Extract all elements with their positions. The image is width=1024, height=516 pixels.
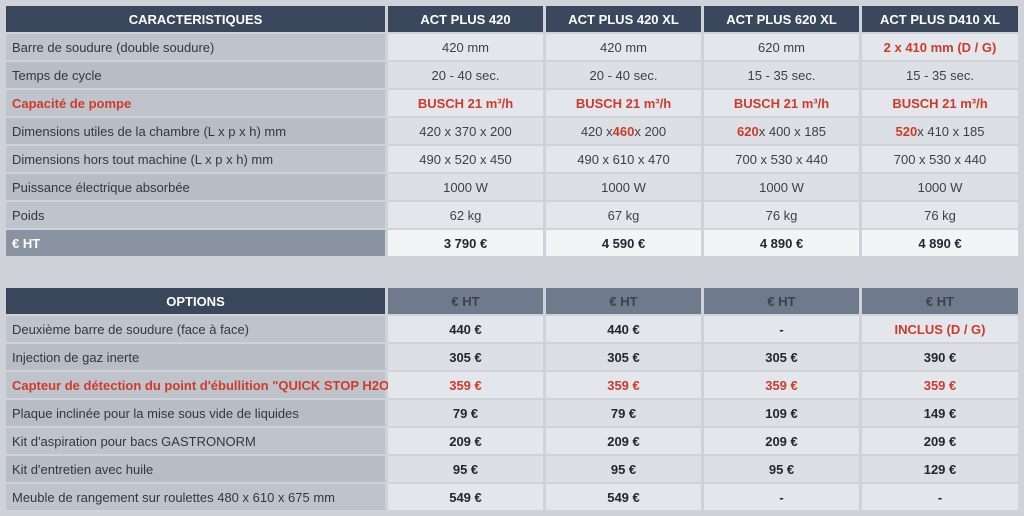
option-price: 129 € — [862, 456, 1018, 482]
option-price: 305 € — [704, 344, 859, 370]
specs-header-caracteristiques: CARACTERISTIQUES — [6, 6, 385, 32]
options-header-title: OPTIONS — [6, 288, 385, 314]
spec-value: 700 x 530 x 440 — [862, 146, 1018, 172]
option-label: Capteur de détection du point d'ébulliti… — [6, 372, 395, 398]
option-price: 95 € — [704, 456, 859, 482]
spec-value: 1000 W — [546, 174, 701, 200]
option-price: 359 € — [388, 372, 543, 398]
spec-value: 1000 W — [704, 174, 859, 200]
specifications-table: CARACTERISTIQUES ACT PLUS 420 ACT PLUS 4… — [6, 6, 1018, 258]
spec-value: BUSCH 21 m³/h — [388, 90, 543, 116]
option-price: 359 € — [546, 372, 701, 398]
option-price: 209 € — [704, 428, 859, 454]
option-label: Kit d'aspiration pour bacs GASTRONORM — [6, 428, 385, 454]
options-header-price: € HT — [546, 288, 701, 314]
spec-value: 76 kg — [862, 202, 1018, 228]
spec-label: Capacité de pompe — [6, 90, 385, 116]
option-price: - — [862, 484, 1018, 510]
spec-label: Poids — [6, 202, 385, 228]
spec-value: 490 x 610 x 470 — [546, 146, 701, 172]
option-price: 359 € — [704, 372, 859, 398]
specs-header-model: ACT PLUS 620 XL — [704, 6, 859, 32]
option-price: 549 € — [546, 484, 701, 510]
spec-value: 520 x 410 x 185 — [862, 118, 1018, 144]
option-price: 549 € — [388, 484, 543, 510]
option-price: 305 € — [546, 344, 701, 370]
option-label: Meuble de rangement sur roulettes 480 x … — [6, 484, 385, 510]
option-label: Injection de gaz inerte — [6, 344, 385, 370]
price-value: 3 790 € — [388, 230, 543, 256]
spec-value: 1000 W — [388, 174, 543, 200]
option-price: 95 € — [388, 456, 543, 482]
spec-value: BUSCH 21 m³/h — [546, 90, 701, 116]
spec-value: 620 mm — [704, 34, 859, 60]
options-header-price: € HT — [704, 288, 859, 314]
option-price: 79 € — [388, 400, 543, 426]
option-price: - — [704, 484, 859, 510]
spec-value: 20 - 40 sec. — [546, 62, 701, 88]
spec-value: 2 x 410 mm (D / G) — [862, 34, 1018, 60]
option-price: 79 € — [546, 400, 701, 426]
spec-value: 62 kg — [388, 202, 543, 228]
options-header-price: € HT — [862, 288, 1018, 314]
spec-value: 1000 W — [862, 174, 1018, 200]
option-price: 390 € — [862, 344, 1018, 370]
option-price: INCLUS (D / G) — [862, 316, 1018, 342]
specs-header-model: ACT PLUS D410 XL — [862, 6, 1018, 32]
options-table: OPTIONS € HT € HT € HT € HT Deuxième bar… — [6, 288, 1018, 512]
spec-value: 15 - 35 sec. — [704, 62, 859, 88]
price-label: € HT — [6, 230, 385, 256]
spec-value: 420 x 460 x 200 — [546, 118, 701, 144]
spec-value: 15 - 35 sec. — [862, 62, 1018, 88]
spec-label: Barre de soudure (double soudure) — [6, 34, 385, 60]
price-value: 4 890 € — [704, 230, 859, 256]
options-header-price: € HT — [388, 288, 543, 314]
spec-value: BUSCH 21 m³/h — [704, 90, 859, 116]
spec-label: Dimensions utiles de la chambre (L x p x… — [6, 118, 385, 144]
spec-value: 490 x 520 x 450 — [388, 146, 543, 172]
spec-value: 20 - 40 sec. — [388, 62, 543, 88]
spec-label: Temps de cycle — [6, 62, 385, 88]
specs-header-model: ACT PLUS 420 — [388, 6, 543, 32]
spec-value: 620 x 400 x 185 — [704, 118, 859, 144]
option-price: - — [704, 316, 859, 342]
option-price: 209 € — [388, 428, 543, 454]
option-price: 440 € — [546, 316, 701, 342]
price-value: 4 590 € — [546, 230, 701, 256]
spec-value: 420 mm — [388, 34, 543, 60]
option-label: Deuxième barre de soudure (face à face) — [6, 316, 385, 342]
option-price: 149 € — [862, 400, 1018, 426]
spec-value: BUSCH 21 m³/h — [862, 90, 1018, 116]
option-price: 209 € — [862, 428, 1018, 454]
spec-value: 76 kg — [704, 202, 859, 228]
option-price: 359 € — [862, 372, 1018, 398]
option-price: 440 € — [388, 316, 543, 342]
spec-label: Dimensions hors tout machine (L x p x h)… — [6, 146, 385, 172]
option-label: Plaque inclinée pour la mise sous vide d… — [6, 400, 385, 426]
specs-header-model: ACT PLUS 420 XL — [546, 6, 701, 32]
option-price: 305 € — [388, 344, 543, 370]
spec-value: 700 x 530 x 440 — [704, 146, 859, 172]
spec-value: 420 mm — [546, 34, 701, 60]
spec-value: 67 kg — [546, 202, 701, 228]
option-price: 209 € — [546, 428, 701, 454]
option-price: 109 € — [704, 400, 859, 426]
spec-value: 420 x 370 x 200 — [388, 118, 543, 144]
option-price: 95 € — [546, 456, 701, 482]
price-value: 4 890 € — [862, 230, 1018, 256]
option-label: Kit d'entretien avec huile — [6, 456, 385, 482]
spec-label: Puissance électrique absorbée — [6, 174, 385, 200]
